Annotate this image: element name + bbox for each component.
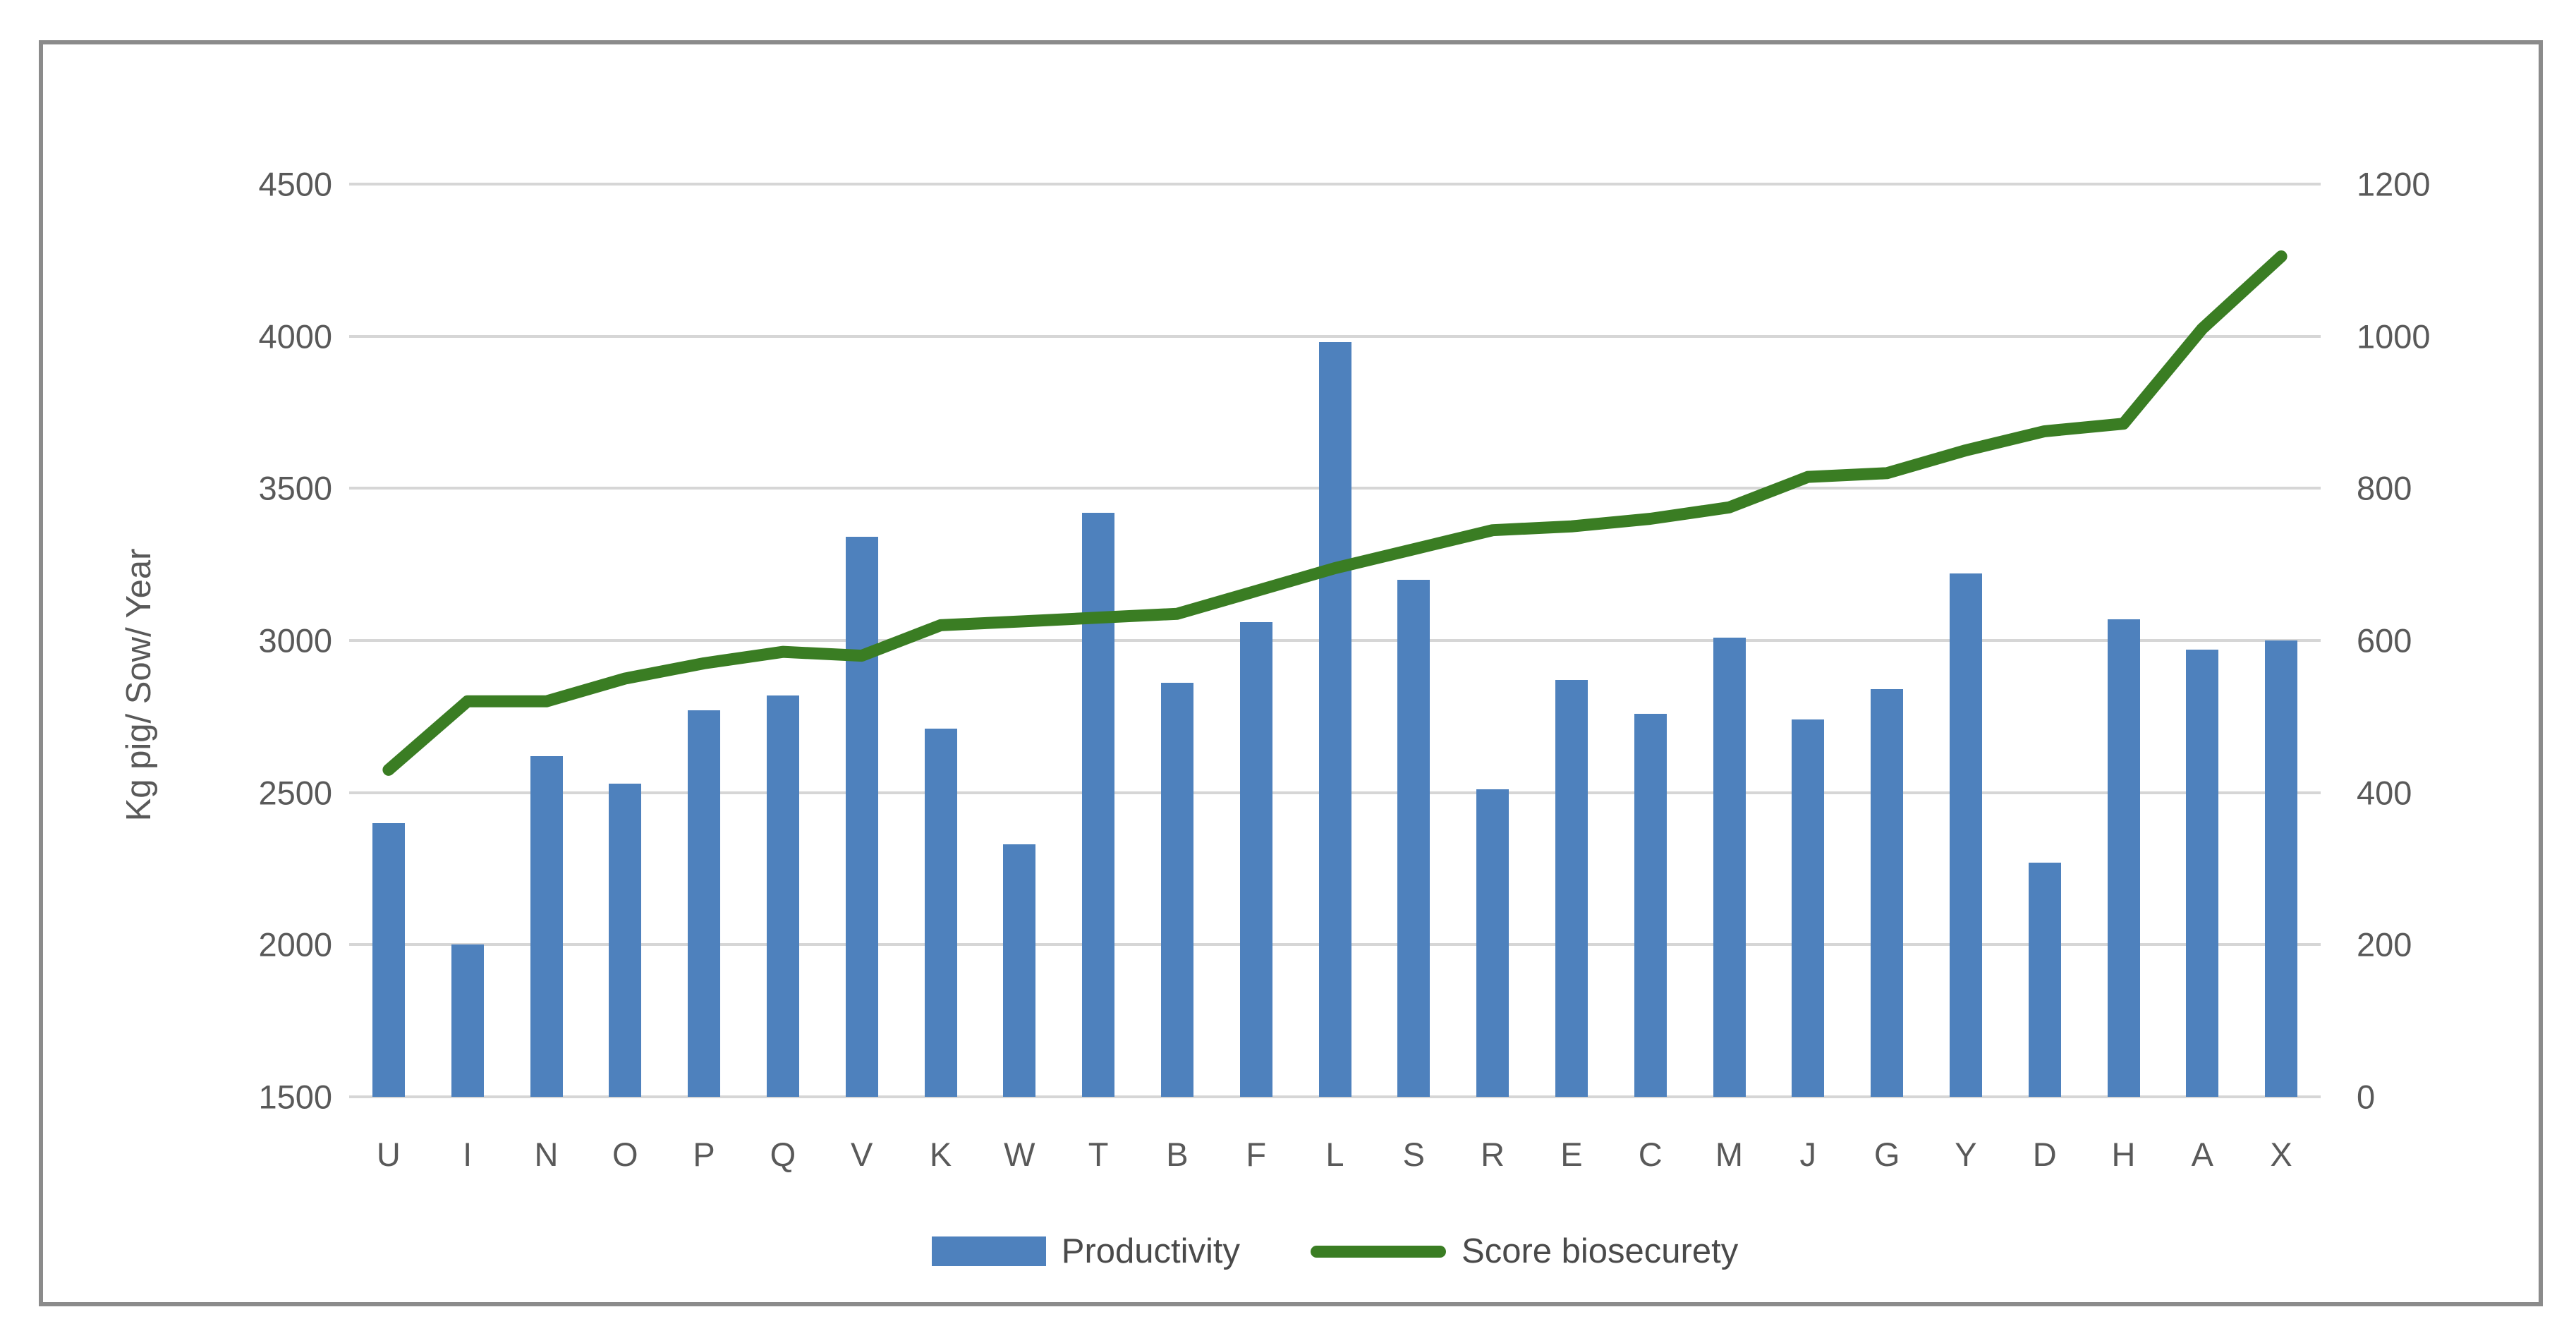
right-axis-tick-label: 200 xyxy=(2357,925,2412,964)
plot-area xyxy=(349,183,2321,1098)
x-axis-label-U: U xyxy=(376,1136,401,1173)
right-axis-ticks: 1200 1000 800 600 400 200 0 xyxy=(2357,168,2561,1114)
bar-W xyxy=(1003,844,1036,1097)
bar-G xyxy=(1871,689,1904,1097)
bar-Y xyxy=(1949,573,1982,1097)
productivity-swatch xyxy=(931,1236,1046,1266)
gridline xyxy=(349,183,2321,186)
left-axis-tick-label: 3000 xyxy=(258,621,332,660)
x-axis-label-C: C xyxy=(1638,1136,1663,1173)
right-axis-tick-label: 800 xyxy=(2357,469,2412,507)
bar-U xyxy=(372,822,405,1097)
legend-item-productivity: Productivity xyxy=(931,1230,1241,1272)
bar-J xyxy=(1792,719,1825,1097)
x-axis-label-L: L xyxy=(1325,1136,1344,1173)
right-axis-tick-label: 600 xyxy=(2357,621,2412,660)
x-axis-label-P: P xyxy=(693,1136,715,1173)
x-axis-label-V: V xyxy=(851,1136,873,1173)
left-axis-tick-label: 2500 xyxy=(258,774,332,812)
bar-O xyxy=(609,783,642,1097)
x-axis-label-F: F xyxy=(1246,1136,1267,1173)
left-axis-tick-label: 3500 xyxy=(258,469,332,507)
x-axis-label-S: S xyxy=(1402,1136,1425,1173)
bar-I xyxy=(451,944,484,1097)
x-axis-label-K: K xyxy=(929,1136,952,1173)
bar-E xyxy=(1555,680,1588,1097)
left-axis-ticks: 4500 4000 3500 3000 2500 2000 1500 xyxy=(128,168,332,1114)
x-axis-label-R: R xyxy=(1481,1136,1505,1173)
bar-Q xyxy=(766,695,799,1097)
x-axis-label-M: M xyxy=(1715,1136,1744,1173)
bar-S xyxy=(1397,579,1430,1097)
left-axis-tick-label: 4000 xyxy=(258,317,332,356)
bar-D xyxy=(2028,862,2061,1097)
x-axis-label-A: A xyxy=(2191,1136,2213,1173)
right-axis-tick-label: 400 xyxy=(2357,774,2412,812)
legend: Productivity Score biosecurety xyxy=(349,1220,2321,1283)
chart-frame: Kg pig/ Sow/ Year 4500 4000 3500 3000 2500 20… xyxy=(39,40,2543,1306)
bar-F xyxy=(1239,622,1272,1097)
right-axis-tick-label: 1200 xyxy=(2357,165,2431,203)
bar-M xyxy=(1713,637,1746,1097)
x-axis-label-G: G xyxy=(1873,1136,1900,1173)
x-axis-label-Q: Q xyxy=(770,1136,796,1173)
x-axis-label-E: E xyxy=(1560,1136,1583,1173)
bar-L xyxy=(1318,342,1351,1097)
x-axis-label-W: W xyxy=(1004,1136,1035,1173)
bar-P xyxy=(688,710,721,1097)
bar-K xyxy=(924,729,957,1097)
right-axis-tick-label: 0 xyxy=(2357,1078,2376,1116)
right-axis-tick-label: 1000 xyxy=(2357,317,2431,356)
x-axis-label-H: H xyxy=(2111,1136,2136,1173)
left-axis-tick-label: 4500 xyxy=(258,165,332,203)
gridline xyxy=(349,1095,2321,1098)
bar-H xyxy=(2107,619,2140,1097)
legend-label-biosecurity: Score biosecurety xyxy=(1462,1232,1739,1270)
bar-V xyxy=(845,537,878,1097)
x-axis-label-T: T xyxy=(1088,1136,1109,1173)
bar-A xyxy=(2186,649,2219,1097)
x-axis-label-O: O xyxy=(612,1136,638,1173)
biosecurity-line xyxy=(349,184,2321,1097)
bar-X xyxy=(2265,640,2298,1097)
left-axis-tick-label: 1500 xyxy=(258,1078,332,1116)
x-axis-label-D: D xyxy=(2032,1136,2057,1173)
bar-R xyxy=(1476,789,1509,1097)
left-axis-tick-label: 2000 xyxy=(258,925,332,964)
x-axis-label-I: I xyxy=(463,1136,473,1173)
bar-B xyxy=(1160,683,1193,1097)
legend-item-biosecurity: Score biosecurety xyxy=(1311,1230,1738,1272)
biosecurity-swatch xyxy=(1311,1245,1447,1258)
bar-C xyxy=(1634,713,1667,1097)
legend-label-productivity: Productivity xyxy=(1061,1232,1241,1270)
x-axis-label-X: X xyxy=(2270,1136,2292,1173)
bar-N xyxy=(530,755,563,1097)
x-axis-label-J: J xyxy=(1799,1136,1817,1173)
gridline xyxy=(349,334,2321,338)
x-axis-label-N: N xyxy=(534,1136,559,1173)
x-axis-label-Y: Y xyxy=(1955,1136,1977,1173)
bar-T xyxy=(1082,512,1115,1097)
biosecurity-line-path xyxy=(389,256,2281,770)
x-axis-label-B: B xyxy=(1166,1136,1189,1173)
